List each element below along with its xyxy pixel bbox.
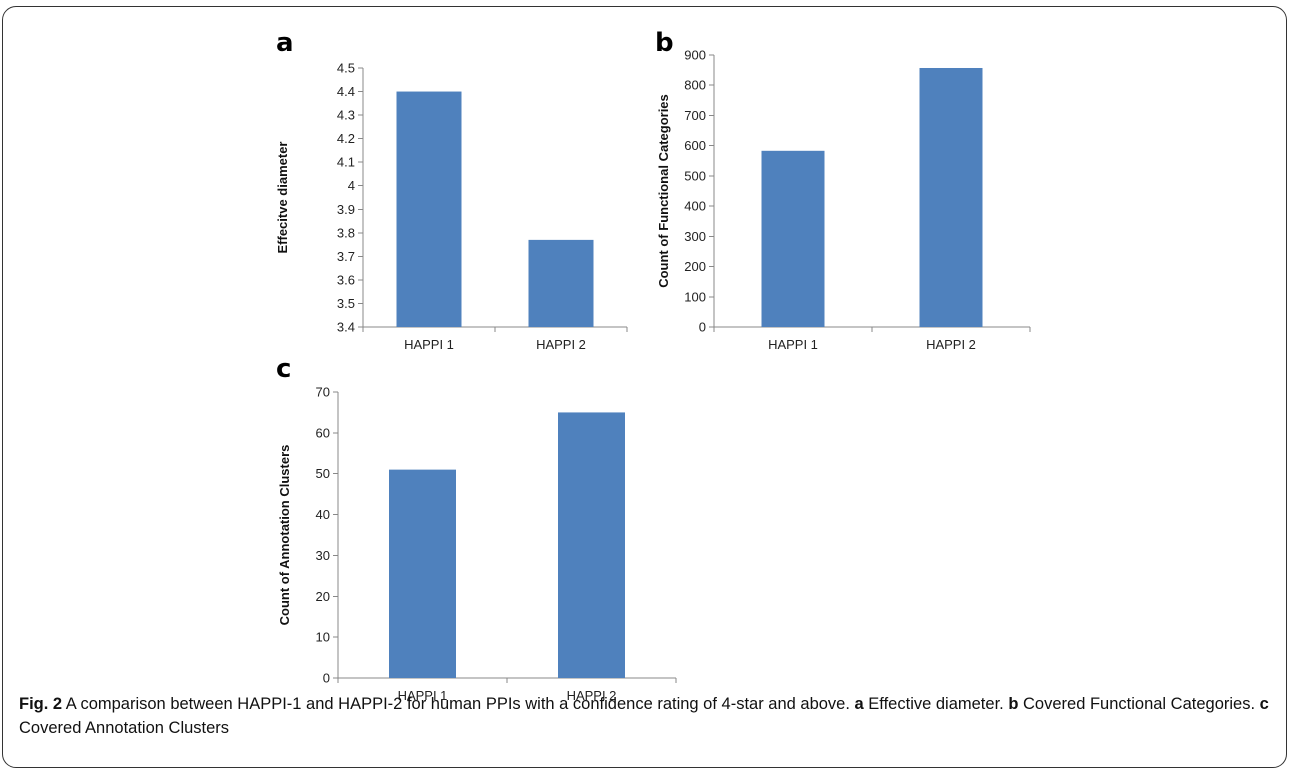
bar-c-1 xyxy=(389,469,456,678)
category-label-c-1: HAPPI 1 xyxy=(398,688,448,703)
y-tick-label-c: 40 xyxy=(316,507,330,522)
caption-c-text: Covered Annotation Clusters xyxy=(19,719,230,737)
y-tick-label-a: 3.4 xyxy=(337,320,355,335)
bar-b-2 xyxy=(919,67,983,328)
figure-caption: Fig. 2 A comparison between HAPPI-1 and … xyxy=(19,692,1274,740)
caption-a-text: Effective diameter. xyxy=(863,695,1009,713)
y-tick-label-c: 20 xyxy=(316,589,330,604)
caption-text: A comparison between HAPPI-1 and HAPPI-2… xyxy=(62,695,855,713)
y-tick-label-a: 4.2 xyxy=(337,131,355,146)
y-tick-label-b: 900 xyxy=(684,48,706,63)
category-label-c-2: HAPPI 2 xyxy=(567,688,617,703)
caption-a-label: a xyxy=(854,695,864,713)
y-tick-label-c: 50 xyxy=(316,466,330,481)
y-tick-label-a: 4.4 xyxy=(337,84,355,99)
y-axis-title-b: Count of Functional Categories xyxy=(656,94,671,288)
panel-label-a: a xyxy=(276,28,294,58)
y-tick-label-a: 3.5 xyxy=(337,296,355,311)
caption-fig-label: Fig. 2 xyxy=(19,695,63,713)
category-label-a-1: HAPPI 1 xyxy=(404,337,454,352)
y-axis-title-a: Effecitve diameter xyxy=(275,142,290,254)
y-tick-label-b: 600 xyxy=(684,138,706,153)
caption-b-text: Covered Functional Categories. xyxy=(1018,695,1260,713)
y-tick-label-a: 3.6 xyxy=(337,272,355,287)
y-tick-label-a: 4.1 xyxy=(337,155,355,170)
y-axis-title-c: Count of Annotation Clusters xyxy=(277,445,292,626)
y-tick-label-a: 3.8 xyxy=(337,225,355,240)
category-label-b-2: HAPPI 2 xyxy=(926,337,976,352)
y-tick-label-b: 500 xyxy=(684,168,706,183)
category-label-b-1: HAPPI 1 xyxy=(768,337,818,352)
y-tick-label-b: 400 xyxy=(684,199,706,214)
y-tick-label-a: 4.3 xyxy=(337,108,355,123)
bar-a-2 xyxy=(528,239,594,327)
y-tick-label-c: 0 xyxy=(323,671,330,686)
y-tick-label-b: 300 xyxy=(684,229,706,244)
y-tick-label-a: 4 xyxy=(348,178,355,193)
y-tick-label-b: 700 xyxy=(684,108,706,123)
panel-label-c: c xyxy=(276,354,292,384)
y-tick-label-c: 10 xyxy=(316,630,330,645)
y-tick-label-a: 3.9 xyxy=(337,202,355,217)
y-tick-label-c: 70 xyxy=(316,385,330,400)
caption-b-label: b xyxy=(1008,695,1019,713)
bar-a-1 xyxy=(396,91,462,327)
y-tick-label-c: 30 xyxy=(316,548,330,563)
caption-c-label: c xyxy=(1259,695,1269,713)
y-tick-label-a: 4.5 xyxy=(337,61,355,76)
figure-frame xyxy=(2,6,1287,768)
y-tick-label-a: 3.7 xyxy=(337,249,355,264)
y-tick-label-b: 100 xyxy=(684,289,706,304)
y-tick-label-c: 60 xyxy=(316,425,330,440)
bar-b-1 xyxy=(761,150,825,327)
y-tick-label-b: 200 xyxy=(684,259,706,274)
y-tick-label-b: 800 xyxy=(684,78,706,93)
bar-c-2 xyxy=(558,412,625,678)
y-tick-label-b: 0 xyxy=(699,320,706,335)
category-label-a-2: HAPPI 2 xyxy=(536,337,586,352)
panel-label-b: b xyxy=(655,28,674,58)
